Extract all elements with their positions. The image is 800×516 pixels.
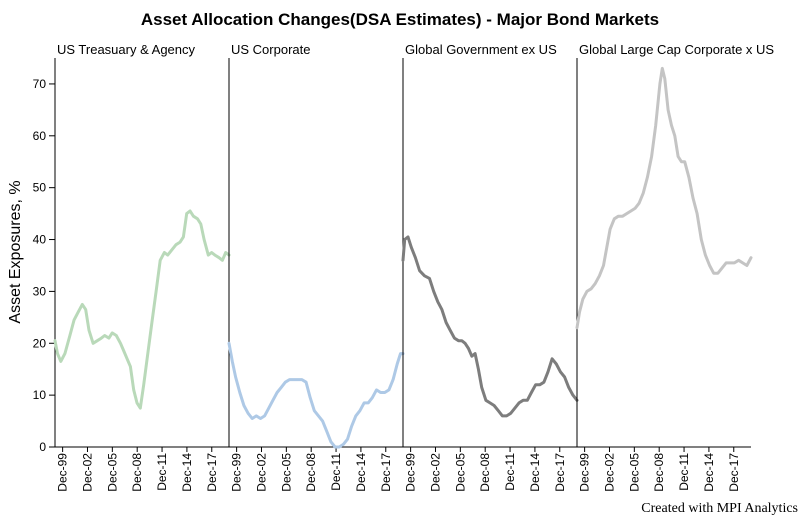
x-tick-label: Dec-02 — [254, 453, 268, 492]
series-line — [227, 341, 405, 449]
y-tick-label: 70 — [33, 77, 47, 91]
series-line — [575, 66, 753, 330]
x-tick-label: Dec-99 — [230, 453, 244, 492]
credit-text: Created with MPI Analytics — [641, 501, 798, 516]
x-tick-label: Dec-05 — [627, 453, 641, 492]
y-axis: 0 10 20 30 40 50 60 70 — [33, 58, 56, 454]
x-tick-label: Dec-02 — [80, 453, 94, 492]
y-tick-label: 40 — [33, 233, 47, 247]
y-tick-label: 10 — [33, 388, 47, 402]
x-tick-label: Dec-99 — [404, 453, 418, 492]
x-tick-label: Dec-02 — [428, 453, 442, 492]
x-tick-label: Dec-11 — [329, 453, 343, 491]
x-tick-label: Dec-14 — [354, 453, 368, 492]
x-tick-label: Dec-14 — [180, 453, 194, 492]
x-tick-label: Dec-02 — [602, 453, 616, 492]
series-line — [401, 235, 579, 418]
x-tick-label: Dec-05 — [453, 453, 467, 492]
y-tick-label: 20 — [33, 336, 47, 350]
panel-title: Global Government ex US — [405, 42, 557, 57]
x-tick-label: Dec-08 — [478, 453, 492, 492]
panel-title: Global Large Cap Corporate x US — [579, 42, 774, 57]
x-tick-label: Dec-05 — [279, 453, 293, 492]
y-tick-label: 50 — [33, 181, 47, 195]
chart-panels: US Treasuary & Agency Dec-99 Dec-02 Dec-05 D… — [53, 42, 774, 492]
series-line — [53, 209, 231, 410]
x-tick-label: Dec-08 — [304, 453, 318, 492]
panel: Global Large Cap Corporate x US Dec-99 Dec… — [575, 42, 774, 492]
x-tick-label: Dec-14 — [528, 453, 542, 492]
panel: US Treasuary & Agency Dec-99 Dec-02 Dec-05 D… — [53, 42, 231, 492]
y-tick-label: 60 — [33, 129, 47, 143]
x-tick-label: Dec-08 — [130, 453, 144, 492]
panel: Global Government ex US Dec-99 Dec-02 Dec-0… — [401, 42, 579, 492]
y-axis-label: Asset Exposures, % — [7, 180, 24, 323]
y-tick-label: 0 — [39, 440, 46, 454]
x-tick-label: Dec-05 — [105, 453, 119, 492]
x-tick-label: Dec-17 — [205, 453, 219, 492]
y-tick-label: 30 — [33, 284, 47, 298]
chart-title: Asset Allocation Changes(DSA Estimates) … — [141, 10, 659, 29]
panel-title: US Treasuary & Agency — [57, 42, 196, 57]
x-tick-label: Dec-11 — [503, 453, 517, 491]
x-tick-label: Dec-08 — [652, 453, 666, 492]
x-tick-label: Dec-17 — [379, 453, 393, 492]
x-tick-label: Dec-11 — [677, 453, 691, 491]
panel: US Corporate Dec-99 Dec-02 Dec-05 Dec-08 Dec-… — [227, 42, 405, 492]
x-tick-label: Dec-17 — [553, 453, 567, 492]
x-tick-label: Dec-14 — [702, 453, 716, 492]
x-tick-label: Dec-99 — [56, 453, 70, 492]
panel-title: US Corporate — [231, 42, 310, 57]
x-tick-label: Dec-17 — [727, 453, 741, 492]
x-tick-label: Dec-11 — [155, 453, 169, 491]
x-tick-label: Dec-99 — [578, 453, 592, 492]
